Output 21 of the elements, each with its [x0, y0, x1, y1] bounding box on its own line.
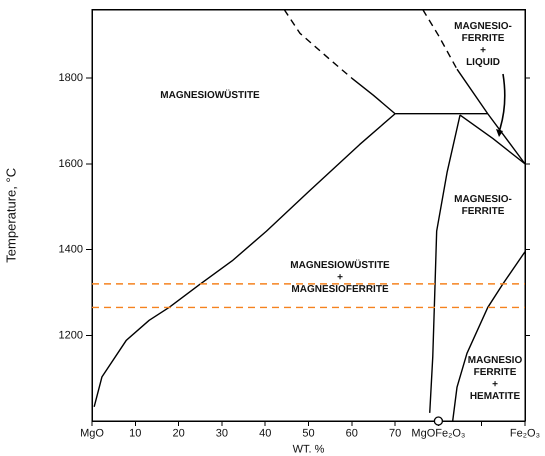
x-tick-label: 50	[302, 428, 315, 440]
x-tick-label: MgOFe₂O₃	[411, 428, 466, 440]
y-tick-label: 1600	[58, 158, 83, 170]
y-axis-title: Temperature, °C	[3, 168, 18, 263]
x-axis-title: WT. %	[292, 443, 325, 456]
annotation: MAGNESIO- FERRITE	[454, 194, 512, 217]
annotation: MAGNESIOWÜSTITE	[160, 88, 260, 101]
x-tick-label: 60	[346, 428, 358, 440]
annotation: MAGNESIOWÜSTITE + MAGNESIOFERRITE	[290, 258, 390, 295]
x-tick-label: MgO	[80, 428, 104, 440]
annotation: MAGNESIO FERRITE + HEMATITE	[468, 354, 522, 402]
x-tick-label: 10	[129, 428, 142, 440]
x-tick-label: 70	[388, 428, 402, 440]
y-tick-label: 1400	[58, 244, 83, 256]
x-tick-label: 30	[216, 428, 228, 440]
x-tick-label: 40	[259, 428, 272, 440]
y-tick-label: 1800	[58, 72, 83, 84]
x-tick-label: 20	[172, 428, 185, 440]
annotation: MAGNESIO- FERRITE + LIQUID	[454, 20, 512, 68]
y-tick-label: 1200	[58, 329, 83, 342]
x-tick-label: Fe₂O₃	[510, 428, 540, 440]
